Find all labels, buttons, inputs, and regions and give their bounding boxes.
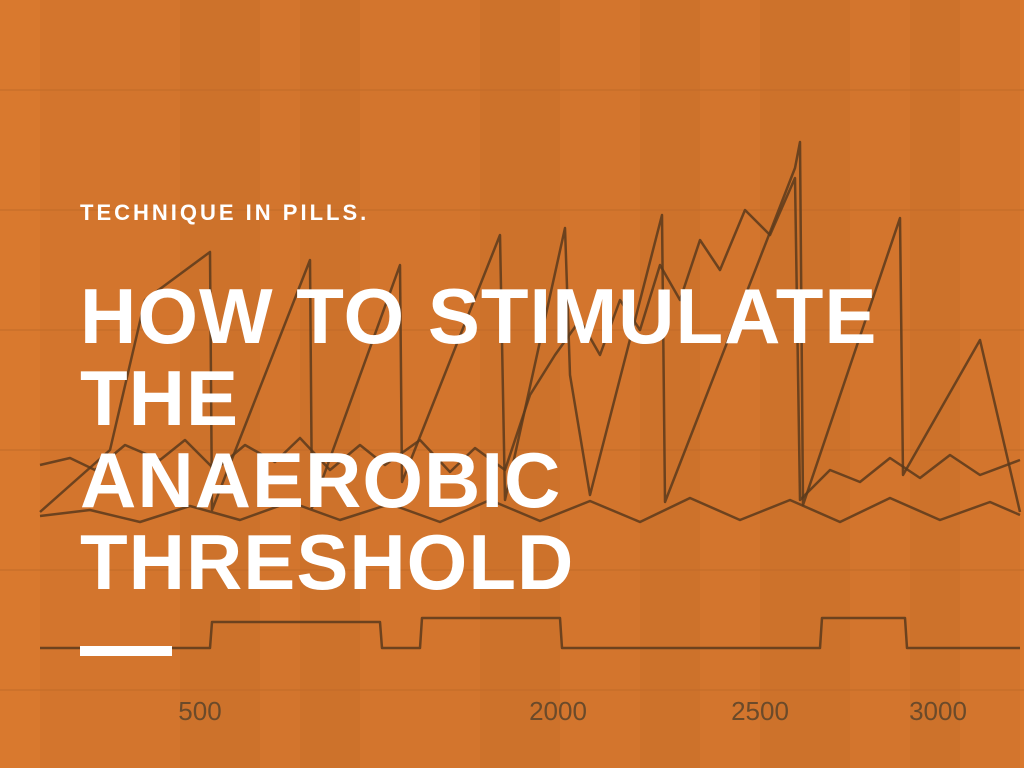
title-line-1: HOW TO STIMULATE THE: [80, 276, 1024, 440]
underline-rule: [80, 646, 172, 656]
kicker-text: TECHNIQUE IN PILLS.: [80, 200, 1024, 226]
text-overlay: TECHNIQUE IN PILLS. HOW TO STIMULATE THE…: [0, 0, 1024, 768]
title-line-2: ANAEROBIC THRESHOLD: [80, 440, 1024, 604]
